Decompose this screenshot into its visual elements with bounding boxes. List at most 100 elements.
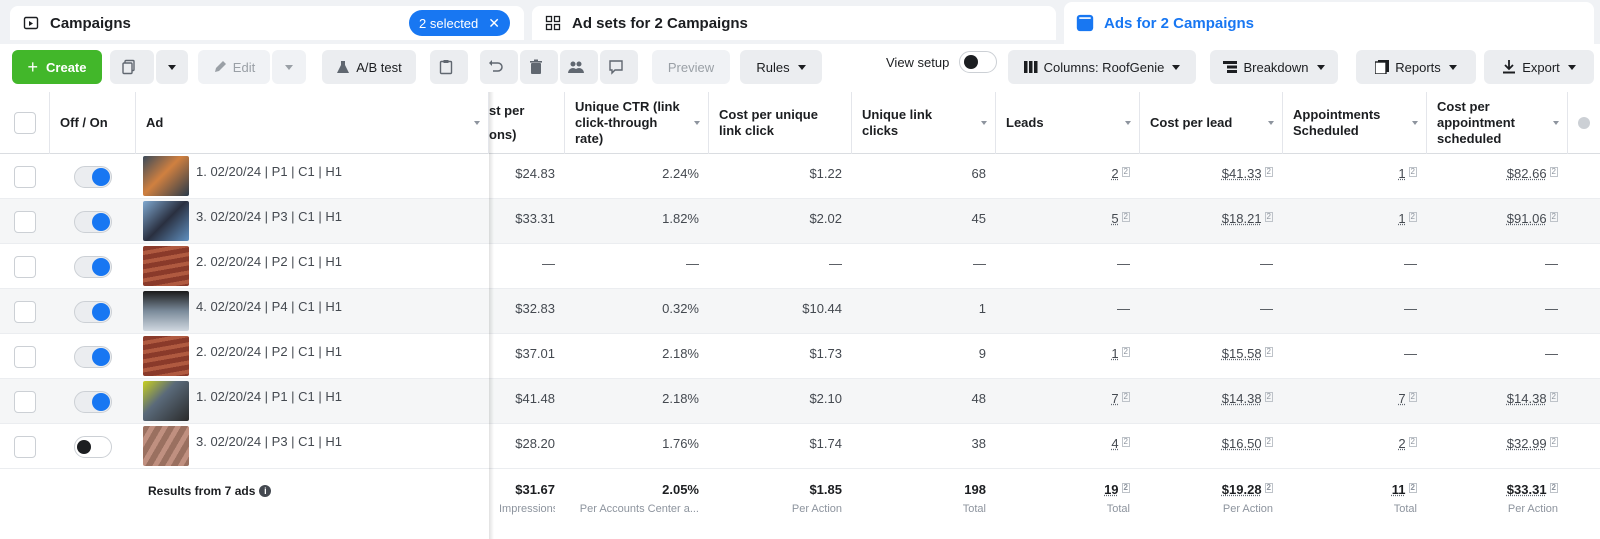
cell-leads-value[interactable]: 4	[1111, 436, 1119, 451]
cell-leads-value[interactable]: 7	[1111, 391, 1119, 406]
cell-appts-value[interactable]: 1	[1398, 211, 1406, 226]
row-checkbox[interactable]	[14, 211, 36, 233]
cell-leads: —	[996, 289, 1140, 334]
ad-name[interactable]: 3. 02/20/24 | P3 | C1 | H1	[196, 434, 342, 449]
select-all-checkbox[interactable]	[14, 112, 36, 134]
cell-appts-value[interactable]: 7	[1398, 391, 1406, 406]
ad-name[interactable]: 1. 02/20/24 | P1 | C1 | H1	[196, 389, 342, 404]
ad-thumbnail[interactable]	[143, 291, 189, 331]
ad-toggle[interactable]	[74, 211, 112, 233]
cell-cpa-value[interactable]: $32.99	[1506, 436, 1547, 451]
cell-cpl-value[interactable]: $16.50	[1221, 436, 1262, 451]
cell-cpl-value[interactable]: $14.38	[1221, 391, 1262, 406]
ad-thumbnail[interactable]	[143, 381, 189, 421]
header-cost-per-unique-click[interactable]: Cost per unique link click	[709, 92, 852, 154]
preview-button[interactable]: Preview	[652, 50, 730, 84]
audience-button[interactable]	[560, 50, 598, 84]
selected-pill[interactable]: 2 selected ✕	[409, 10, 510, 36]
ad-toggle[interactable]	[74, 436, 112, 458]
header-ad[interactable]: Ad	[136, 92, 489, 154]
duplicate-dropdown[interactable]	[156, 50, 188, 84]
cell-leads-value[interactable]: 2	[1111, 166, 1119, 181]
header-cost-per-appointment[interactable]: Cost per appointment scheduled	[1427, 92, 1568, 154]
cell-leads-value[interactable]: 5	[1111, 211, 1119, 226]
edit-button[interactable]: Edit	[198, 50, 270, 84]
table-row[interactable]: 1. 02/20/24 | P1 | C1 | H1 $41.48 2.18% $2.…	[0, 379, 1600, 424]
view-setup-toggle[interactable]: View setup	[886, 51, 998, 73]
header-settings[interactable]	[1568, 92, 1600, 154]
header-unique-clicks[interactable]: Unique link clicks	[852, 92, 996, 154]
header-cost-per-lead[interactable]: Cost per lead	[1140, 92, 1283, 154]
table-row[interactable]: 2. 02/20/24 | P2 | C1 | H1 $37.01 2.18% $1.…	[0, 334, 1600, 379]
ad-thumbnail[interactable]	[143, 426, 189, 466]
row-checkbox[interactable]	[14, 436, 36, 458]
tag-button[interactable]	[600, 50, 638, 84]
footer-cpa-value[interactable]: $33.31	[1506, 482, 1547, 497]
breakdown-button[interactable]: Breakdown	[1210, 50, 1338, 84]
table-row[interactable]: 3. 02/20/24 | P3 | C1 | H1 $33.31 1.82% $2.…	[0, 199, 1600, 244]
export-button[interactable]: Export	[1484, 50, 1594, 84]
cell-appts-value[interactable]: 2	[1398, 436, 1406, 451]
table-row[interactable]: 1. 02/20/24 | P1 | C1 | H1 $24.83 2.24% $1.…	[0, 154, 1600, 199]
tab-adsets[interactable]: Ad sets for 2 Campaigns	[532, 6, 1056, 40]
header-select-all[interactable]	[0, 92, 50, 154]
ad-toggle[interactable]	[74, 166, 112, 188]
cell-cpa-value[interactable]: $14.38	[1506, 391, 1547, 406]
tab-ads[interactable]: Ads for 2 Campaigns	[1064, 2, 1594, 44]
cell-cpl-value[interactable]: $41.33	[1221, 166, 1262, 181]
delete-button[interactable]	[520, 50, 558, 84]
cell-cpa-value[interactable]: $82.66	[1506, 166, 1547, 181]
ad-toggle[interactable]	[74, 391, 112, 413]
clear-selection-icon[interactable]: ✕	[488, 14, 500, 31]
footer-leads-value[interactable]: 19	[1104, 482, 1119, 497]
ad-thumbnail[interactable]	[143, 201, 189, 241]
ad-name[interactable]: 2. 02/20/24 | P2 | C1 | H1	[196, 254, 342, 269]
duplicate-button[interactable]	[110, 50, 154, 84]
header-appointments[interactable]: Appointments Scheduled	[1283, 92, 1427, 154]
ad-thumbnail[interactable]	[143, 336, 189, 376]
header-off-on[interactable]: Off / On	[50, 92, 136, 154]
ad-name[interactable]: 4. 02/20/24 | P4 | C1 | H1	[196, 299, 342, 314]
undo-button[interactable]	[480, 50, 518, 84]
header-leads[interactable]: Leads	[996, 92, 1140, 154]
ad-toggle[interactable]	[74, 256, 112, 278]
cell-cpl-value[interactable]: $15.58	[1221, 346, 1262, 361]
ad-toggle[interactable]	[74, 346, 112, 368]
reports-button[interactable]: Reports	[1356, 50, 1476, 84]
cell-cpc: $1.74	[709, 424, 852, 469]
ad-thumbnail[interactable]	[143, 156, 189, 196]
row-checkbox[interactable]	[14, 256, 36, 278]
footer-cpl-value[interactable]: $19.28	[1221, 482, 1262, 497]
ad-toggle[interactable]	[74, 301, 112, 323]
cell-appts-value[interactable]: 1	[1398, 166, 1406, 181]
table-row[interactable]: 4. 02/20/24 | P4 | C1 | H1 $32.83 0.32% $10…	[0, 289, 1600, 334]
rules-button[interactable]: Rules	[740, 50, 822, 84]
columns-button[interactable]: Columns: RoofGenie	[1008, 50, 1196, 84]
footer-appts-value[interactable]: 11	[1391, 482, 1406, 497]
row-checkbox[interactable]	[14, 166, 36, 188]
cell-clicks-value: 48	[971, 391, 986, 406]
row-checkbox[interactable]	[14, 301, 36, 323]
edit-dropdown[interactable]	[272, 50, 306, 84]
create-button[interactable]: + Create	[12, 50, 102, 84]
header-cost-per-impressions[interactable]: st per ons)	[489, 92, 565, 154]
cell-cpl-value[interactable]: $18.21	[1221, 211, 1262, 226]
view-setup-switch[interactable]	[959, 51, 998, 73]
clipboard-button[interactable]	[430, 50, 468, 84]
edit-label: Edit	[232, 59, 256, 75]
table-row[interactable]: 2. 02/20/24 | P2 | C1 | H1 — — — — — — — —	[0, 244, 1600, 289]
row-checkbox[interactable]	[14, 391, 36, 413]
cell-leads-value[interactable]: 1	[1111, 346, 1119, 361]
ad-name[interactable]: 2. 02/20/24 | P2 | C1 | H1	[196, 344, 342, 359]
ad-name[interactable]: 1. 02/20/24 | P1 | C1 | H1	[196, 164, 342, 179]
ad-thumbnail[interactable]	[143, 246, 189, 286]
header-unique-ctr[interactable]: Unique CTR (link click-through rate)	[565, 92, 709, 154]
table-row[interactable]: 3. 02/20/24 | P3 | C1 | H1 $28.20 1.76% $1.…	[0, 424, 1600, 469]
row-checkbox[interactable]	[14, 346, 36, 368]
info-icon[interactable]: i	[259, 485, 272, 497]
ad-name[interactable]: 3. 02/20/24 | P3 | C1 | H1	[196, 209, 342, 224]
tab-campaigns[interactable]: Campaigns 2 selected ✕	[10, 6, 524, 40]
cell-cpa-value[interactable]: $91.06	[1506, 211, 1547, 226]
settings-icon[interactable]	[1578, 117, 1590, 129]
ab-test-button[interactable]: A/B test	[322, 50, 416, 84]
